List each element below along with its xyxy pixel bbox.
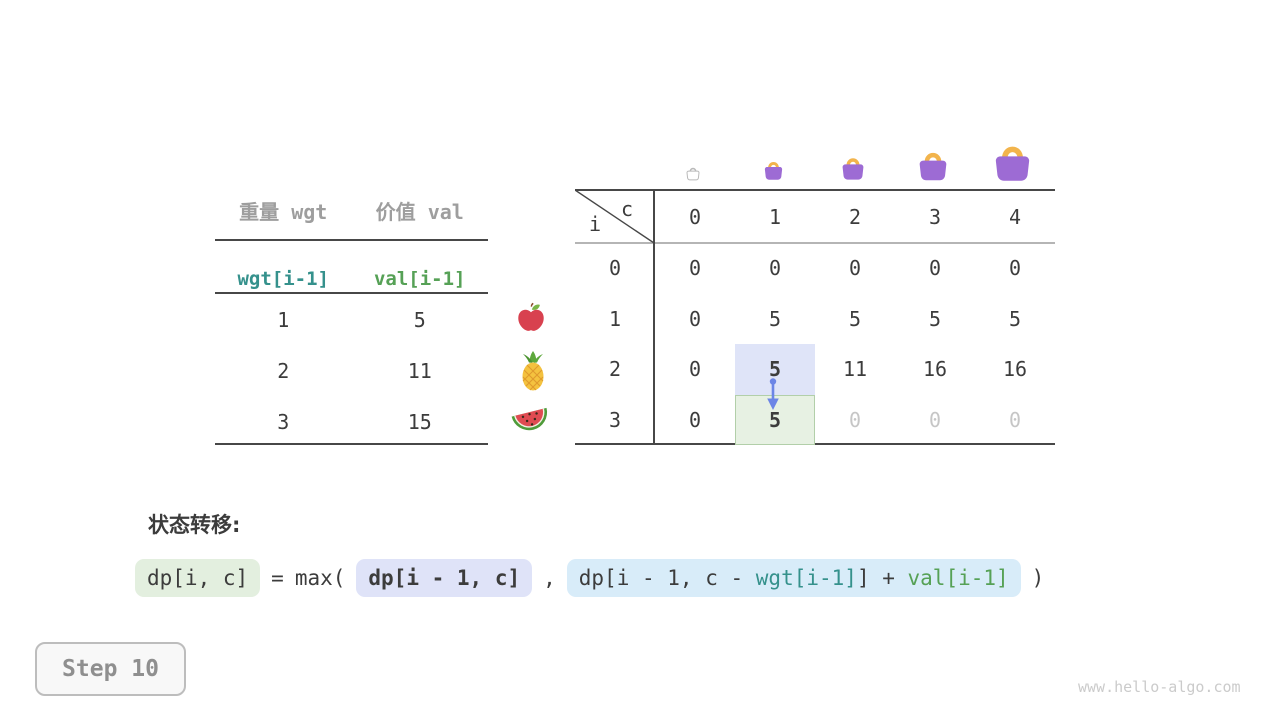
dp-cell: 16 (1002, 357, 1028, 382)
dp-cell: 5 (848, 306, 862, 331)
dp-row-header: 2 (608, 357, 622, 382)
item-value: 15 (407, 410, 432, 434)
dp-row-headers: 0 1 2 3 (575, 243, 655, 445)
dp-corner-cell: c i (575, 190, 655, 243)
bag-icon (990, 143, 1035, 187)
items-table-index-row: wgt[i-1] val[i-1] (215, 268, 488, 290)
item-value: 11 (407, 359, 432, 383)
formula-arg2: dp[i - 1, c - wgt[i-1]] + val[i-1] (566, 559, 1021, 598)
dp-cell-source-highlight: 5 (735, 344, 815, 395)
dp-cell: 0 (848, 407, 862, 432)
watermark: www.hello-algo.com (1078, 678, 1241, 696)
dp-table-bottom-border (575, 443, 1055, 445)
item-row: 1 5 (215, 308, 488, 332)
dp-table-column-divider (653, 189, 655, 445)
dp-cell: 0 (688, 407, 702, 432)
diagonal-line (575, 190, 655, 243)
formula-arg2-wgt: wgt[i-1] (755, 566, 857, 590)
dp-row-header: 1 (608, 306, 622, 331)
dp-col-header: 4 (1008, 204, 1022, 229)
dp-cell: 0 (688, 306, 702, 331)
value-column-header: 价值 val (375, 200, 464, 224)
item-row: 3 15 (215, 410, 488, 434)
item-row: 2 11 (215, 359, 488, 383)
dp-cell: 11 (842, 357, 868, 382)
step-label: Step 10 (62, 656, 159, 682)
dp-row-header: 0 (608, 256, 622, 281)
capacity-variable-label: c (621, 197, 634, 221)
transition-formula: dp[i, c] = max( dp[i - 1, c] , dp[i - 1,… (135, 559, 1045, 598)
dp-col-header: 2 (848, 204, 862, 229)
dp-cell: 0 (688, 357, 702, 382)
dp-cell: 0 (688, 256, 702, 281)
item-value: 5 (413, 308, 426, 332)
formula-arg2-mid: ] + (856, 566, 908, 590)
item-weight: 3 (277, 410, 290, 434)
divider (215, 292, 488, 294)
step-badge: Step 10 (35, 642, 186, 696)
weight-column-header: 重量 wgt (239, 200, 328, 224)
arrow-down-icon (766, 378, 780, 411)
formula-arg2-val: val[i-1] (907, 566, 1009, 590)
dp-cell: 0 (1008, 407, 1022, 432)
dp-cell-grid: 0 0 0 0 0 0 5 5 5 5 0 5 11 16 16 0 5 0 0… (655, 243, 1055, 445)
formula-arg2-prefix: dp[i - 1, c - (578, 566, 756, 590)
bag-icon (762, 160, 785, 185)
dp-column-headers: 0 1 2 3 4 (655, 190, 1055, 243)
formula-max-open: max( (294, 566, 346, 591)
formula-arg1: dp[i - 1, c] (356, 559, 533, 598)
divider (215, 239, 488, 241)
pineapple-icon (516, 350, 550, 392)
empty-bag-icon (685, 166, 701, 185)
dp-cell: 0 (768, 256, 782, 281)
wgt-index-label: wgt[i-1] (237, 268, 329, 290)
item-variable-label: i (589, 212, 602, 236)
dp-cell: 0 (1008, 256, 1022, 281)
dp-cell: 0 (928, 256, 942, 281)
transition-label: 状态转移: (148, 513, 241, 537)
formula-equals: = (271, 566, 284, 591)
dp-cell: 5 (928, 306, 942, 331)
items-table: 重量 wgt 价值 val wgt[i-1] val[i-1] 1 5 2 11… (215, 192, 488, 445)
item-weight: 1 (277, 308, 290, 332)
watermelon-icon (511, 403, 551, 437)
dp-cell: 0 (848, 256, 862, 281)
dp-cell: 5 (1008, 306, 1022, 331)
item-weight: 2 (277, 359, 290, 383)
dp-cell: 0 (928, 407, 942, 432)
dp-table-header-divider (575, 242, 1055, 244)
dp-cell: 5 (768, 306, 782, 331)
dp-row-header: 3 (608, 407, 622, 432)
dp-col-header: 1 (768, 204, 782, 229)
items-table-header: 重量 wgt 价值 val (215, 196, 488, 225)
dp-cell: 16 (922, 357, 948, 382)
dp-col-header: 0 (688, 204, 702, 229)
dp-col-header: 3 (928, 204, 942, 229)
bag-icon (839, 156, 867, 185)
formula-comma: , (543, 566, 556, 591)
formula-close-paren: ) (1031, 566, 1045, 591)
formula-lhs: dp[i, c] (135, 559, 261, 598)
dp-table-top-border (575, 189, 1055, 191)
val-index-label: val[i-1] (373, 268, 466, 290)
apple-icon (515, 302, 547, 334)
divider (215, 443, 488, 445)
bag-icon (915, 150, 951, 186)
